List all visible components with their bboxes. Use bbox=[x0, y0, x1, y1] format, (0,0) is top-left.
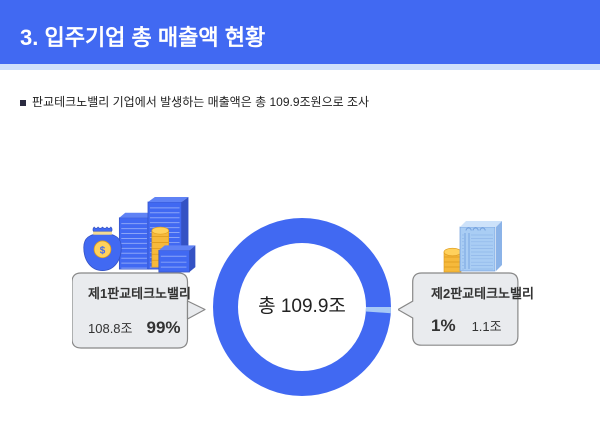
svg-text:$: $ bbox=[100, 245, 106, 256]
svg-text:총 109.9조: 총 109.9조 bbox=[258, 295, 346, 317]
